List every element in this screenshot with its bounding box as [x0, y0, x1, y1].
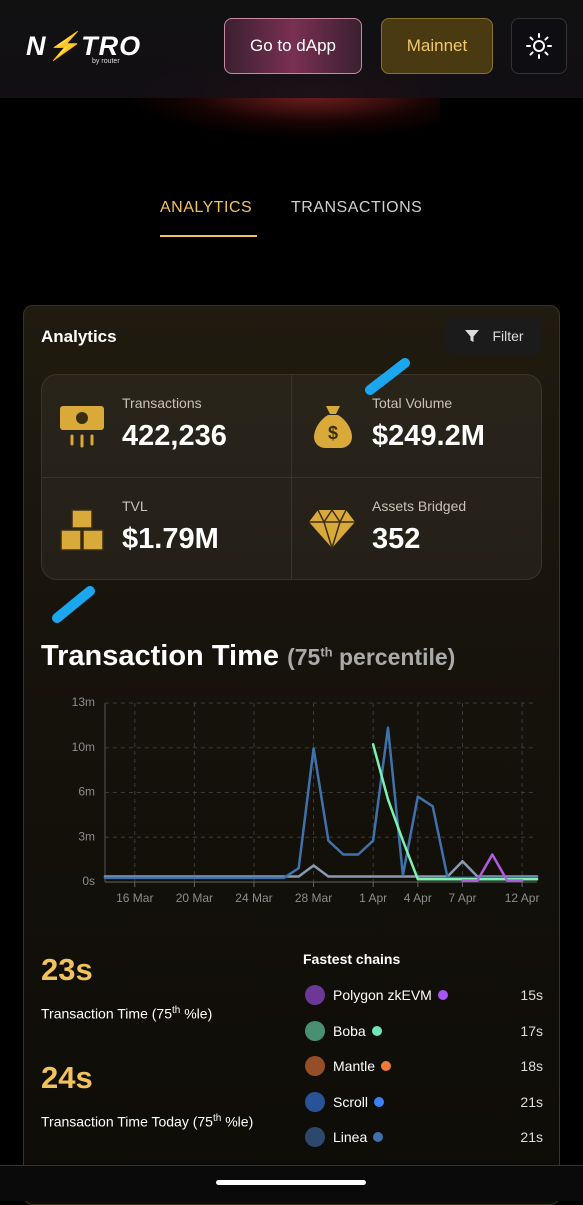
by: by: [92, 58, 100, 65]
summary-label: Transaction Time (75th %le): [41, 1000, 281, 1025]
series-line: [461, 853, 524, 882]
stat-label: Total Volume: [372, 395, 453, 411]
stat-value: $1.79M: [122, 523, 219, 555]
chain-time: 17s: [520, 1022, 543, 1039]
x-tick-label: 24 Mar: [235, 891, 272, 905]
x-tick-label: 16 Mar: [116, 891, 153, 905]
chain-row: Linea: [305, 1127, 384, 1147]
logo-left: N: [26, 31, 47, 61]
chain-row: Mantle: [305, 1056, 392, 1076]
x-tick-label: 7 Apr: [449, 891, 477, 905]
chain-name: Mantle: [333, 1058, 376, 1074]
filter-icon: [465, 330, 480, 342]
chain-dot: [381, 1061, 392, 1071]
series-line: [371, 743, 539, 881]
transaction-time-chart: 0s 3m 6m 10m 13m 16 Mar 20 Mar 24 Mar 28 Mar 1 Ap…: [72, 695, 540, 905]
chain-time: 15s: [520, 987, 543, 1003]
chain-time: 18s: [520, 1058, 543, 1074]
chain-dot: [371, 1025, 382, 1036]
tab-analytics[interactable]: ANALYTICS: [160, 199, 253, 216]
divider: [42, 477, 541, 478]
chain-icon: [305, 1091, 325, 1112]
transactions-icon: [60, 406, 104, 448]
summary-value: 23s: [41, 952, 93, 987]
chain-name: Boba: [333, 1022, 366, 1039]
y-tick-label: 13m: [72, 695, 95, 709]
chain-icon: [305, 985, 325, 1005]
chart-title: Transaction Time: [41, 640, 279, 672]
x-tick-label: 20 Mar: [176, 891, 213, 905]
logo-right: TRO: [81, 31, 142, 61]
stat-label: TVL: [122, 498, 148, 514]
chart-note: (75: [287, 644, 321, 670]
chain-dot: [374, 1096, 385, 1107]
logo-by: by router: [92, 58, 120, 65]
x-tick-label: 28 Mar: [295, 891, 332, 905]
filter-label: Filter: [492, 328, 524, 344]
y-tick-label: 10m: [72, 740, 95, 754]
y-tick-label: 3m: [78, 829, 95, 843]
chain-icon: [305, 1127, 325, 1147]
brand: router: [101, 58, 120, 65]
logo-bolt: ⚡: [46, 31, 82, 61]
x-tick-label: 1 Apr: [359, 891, 387, 905]
stat-value: 422,236: [122, 420, 227, 452]
series-line: [103, 726, 539, 880]
stat-label: Assets Bridged: [372, 498, 467, 514]
summary-sup: th: [171, 1005, 181, 1016]
fastest-title: Fastest chains: [303, 951, 401, 967]
theme-toggle[interactable]: [511, 18, 567, 74]
assets-icon: [309, 508, 355, 550]
chain-dot: [373, 1132, 384, 1142]
summary-text: %le): [221, 1113, 254, 1130]
summary-label: Transaction Time Today (75th %le): [41, 1108, 271, 1133]
svg-text:$: $: [328, 423, 338, 443]
series-line: [103, 860, 539, 878]
volume-icon: $: [314, 406, 352, 448]
x-tick-label: 4 Apr: [404, 891, 432, 905]
chain-row: Boba: [305, 1020, 382, 1041]
logo[interactable]: N⚡TRO: [26, 30, 141, 62]
chain-time: 21s: [520, 1093, 543, 1110]
stat-value: 352: [372, 523, 421, 555]
x-tick-label: 12 Apr: [505, 891, 540, 905]
chain-icon: [305, 1056, 325, 1076]
tvl-icon: [60, 509, 104, 551]
card-title: Analytics: [41, 327, 117, 346]
summary-text: Transaction Time Today (75: [41, 1113, 213, 1130]
y-tick-label: 6m: [78, 785, 95, 799]
dapp-button[interactable]: Go to dApp: [224, 18, 362, 74]
chain-name: Linea: [333, 1129, 368, 1145]
summary-text: Transaction Time (75: [41, 1005, 172, 1022]
chain-time: 21s: [520, 1129, 543, 1145]
chart-note: percentile): [332, 644, 456, 670]
stat-value: $249.2M: [372, 420, 485, 452]
filter-button[interactable]: Filter: [446, 317, 542, 355]
chart-heading: Transaction Time (75th percentile): [41, 640, 455, 673]
y-tick-label: 0s: [82, 874, 95, 888]
network-button[interactable]: Mainnet: [381, 18, 493, 74]
chart-note-sup: th: [320, 644, 333, 660]
chain-name: Scroll: [333, 1093, 369, 1110]
chain-icon: [305, 1020, 325, 1041]
summary-text: %le): [180, 1005, 213, 1022]
home-indicator: [216, 1180, 366, 1185]
stat-label: Transactions: [122, 395, 202, 411]
chain-dot: [437, 990, 448, 1000]
chain-row: Polygon zkEVM: [305, 985, 448, 1005]
sun-icon: [526, 33, 552, 59]
tab-underline: [160, 235, 257, 237]
chain-row: Scroll: [305, 1091, 385, 1112]
summary-value: 24s: [41, 1060, 93, 1095]
chain-name: Polygon zkEVM: [333, 987, 432, 1003]
summary-sup: th: [212, 1113, 222, 1124]
tab-transactions[interactable]: TRANSACTIONS: [291, 199, 423, 216]
